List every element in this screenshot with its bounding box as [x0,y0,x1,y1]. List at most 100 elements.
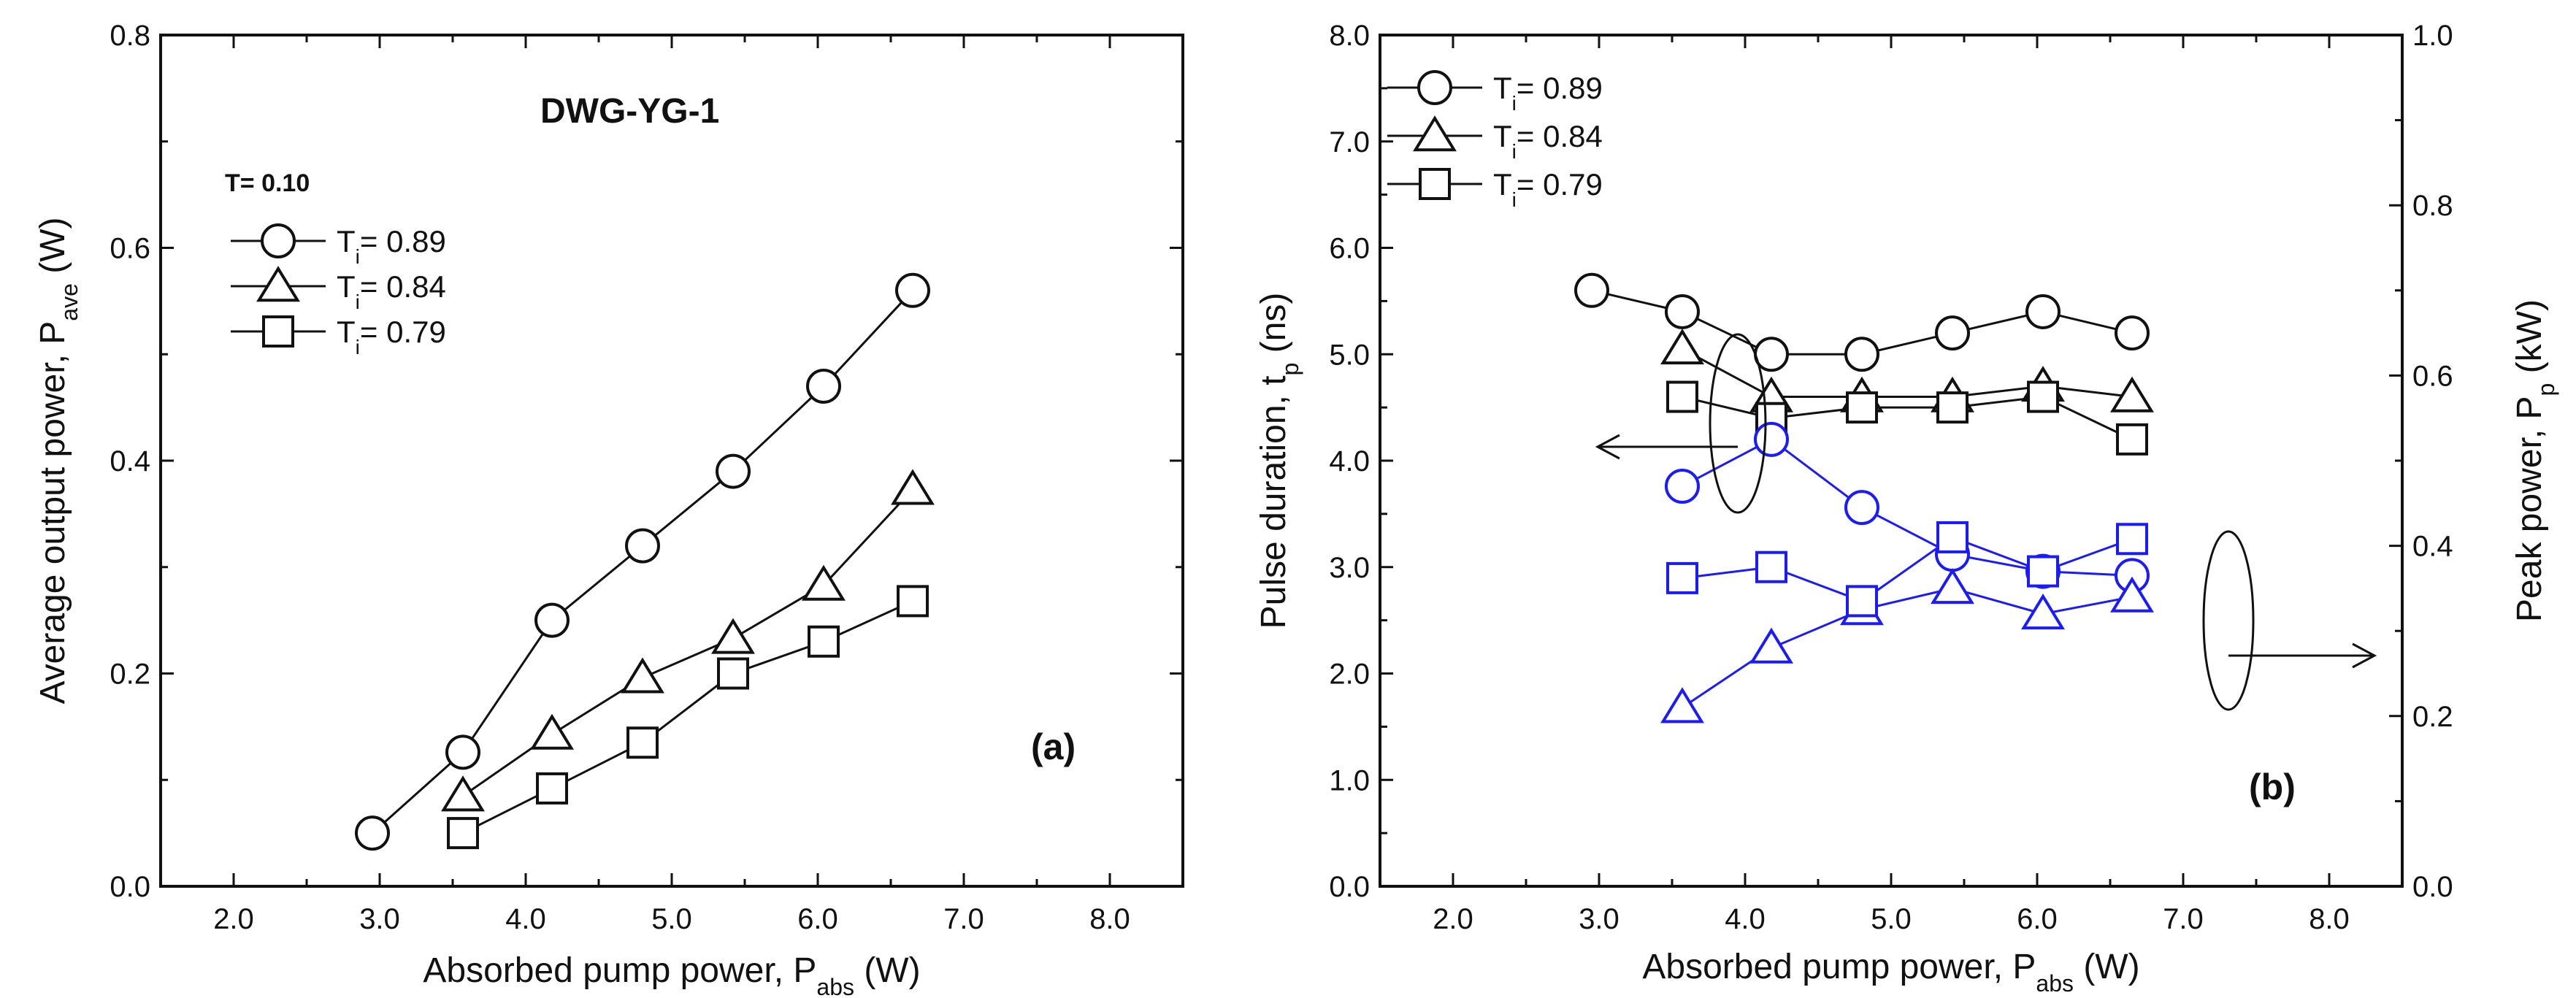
data-point-circle [1935,315,1970,351]
data-point-square [2027,380,2059,413]
panel-b-y2-axis-label: Peak power, Pp (kW) [2510,299,2559,622]
panel-b-y-ticks: 0.0 1.0 2.0 3.0 4.0 5.0 6.0 7.0 8.0 [1329,20,1393,903]
x-tick-label: 3.0 [359,903,400,935]
series-line-3 [1682,438,2133,577]
y-tick-label: 7.0 [1329,126,1370,158]
panel-b-series [1574,272,2154,723]
data-point-square [1666,380,1698,413]
right-axis-arrowhead [2352,642,2377,669]
data-point-circle [2025,293,2061,329]
x-tick-label: 2.0 [1433,903,1473,935]
y2-tick-label: 0.4 [2412,531,2453,563]
y-tick-label: 2.0 [1329,659,1370,691]
legend-label: Ti= 0.79 [1493,167,1603,211]
data-point-circle [1665,468,1700,504]
panel-a-x-axis-label: Absorbed pump power, Pabs (W) [423,951,920,998]
y-tick-label: 0.2 [110,659,150,691]
y2-tick-label: 0.0 [2412,871,2453,903]
data-point-square [897,585,929,618]
data-point-square [717,657,749,690]
data-point-triangle [441,775,485,812]
data-point-square [1936,391,1969,424]
data-point-triangle [891,469,935,505]
left-axis-indicator-ellipse [1709,333,1767,514]
series-line-1 [462,488,914,797]
x-tick-label: 7.0 [943,903,984,935]
data-point-circle [1754,421,1789,457]
data-point-circle [2115,315,2150,351]
series-line-2 [1682,396,2133,441]
data-point-circle [1844,490,1879,526]
x-tick-label: 4.0 [1725,903,1766,935]
data-point-triangle [711,618,755,654]
panel-b-x-ticks: 2.0 3.0 4.0 5.0 6.0 7.0 8.0 [1433,35,2404,935]
data-point-square [2116,523,2148,556]
y-tick-label: 0.0 [110,871,150,903]
data-point-circle [534,602,570,638]
data-point-circle [716,453,751,489]
y-tick-label: 0.0 [1329,871,1370,903]
panel-a-legend-title: T= 0.10 [225,169,310,197]
data-point-square [2027,555,2059,588]
data-point-circle [1574,272,1609,308]
x-tick-label: 2.0 [213,903,254,935]
data-point-triangle [802,564,846,601]
data-point-triangle [530,713,574,750]
data-point-square [1846,391,1878,424]
panel-b-y-axis-label: Pulse duration, tp (ns) [1254,293,1303,629]
data-point-circle [895,272,930,308]
y-tick-label: 0.6 [110,233,150,265]
x-tick-label: 5.0 [1871,903,1912,935]
right-axis-indicator-ellipse [2202,530,2255,711]
legend-marker-circle [1417,70,1452,105]
data-point-square [626,726,659,759]
y-tick-label: 0.4 [110,445,150,477]
data-point-triangle [1660,687,1704,723]
data-point-square [1846,585,1878,618]
x-tick-label: 4.0 [505,903,546,935]
panel-a-tag: (a) [1031,726,1076,767]
legend-marker-square [1419,168,1451,200]
data-point-triangle [1749,627,1793,664]
legend-label: Ti= 0.84 [1493,119,1603,163]
left-axis-arrowhead [1595,434,1620,460]
legend-marker-triangle [256,266,300,302]
series-line-4 [1682,587,2133,709]
y2-tick-label: 0.8 [2412,190,2453,222]
x-tick-label: 3.0 [1579,903,1619,935]
data-point-triangle [2110,376,2154,412]
y-tick-label: 6.0 [1329,233,1370,265]
panel-b-tag: (b) [2249,767,2296,807]
panel-a-series [355,272,935,851]
series-line-1 [1682,348,2133,399]
y-tick-label: 1.0 [1329,764,1370,797]
panel-a-y-axis-label: Average output power, Pave (W) [34,217,83,704]
series-line-5 [1682,536,2133,603]
data-point-triangle [2021,594,2065,630]
panel-b: 2.0 3.0 4.0 5.0 6.0 7.0 8.0 0.0 1.0 2.0 3.0 4.0 5.0… [1254,20,2559,997]
panel-b-x-axis-label: Absorbed pump power, Pabs (W) [1642,948,2139,997]
panel-a: 2.0 3.0 4.0 5.0 6.0 7.0 8.0 0.0 0.2 0.4 0.6 0.8 DW… [34,20,1184,998]
panel-a-frame [159,34,1184,888]
legend-label: Ti= 0.89 [337,224,446,268]
data-point-circle [445,734,480,770]
legend-label: Ti= 0.89 [1493,71,1603,115]
panel-b-frame [1379,34,2404,888]
y2-tick-label: 1.0 [2412,20,2453,52]
y-tick-label: 5.0 [1329,339,1370,371]
x-tick-label: 8.0 [2309,903,2350,935]
legend-marker-square [262,315,294,348]
x-tick-label: 5.0 [651,903,692,935]
x-tick-label: 6.0 [2017,903,2058,935]
panel-b-y2-ticks: 0.0 0.2 0.4 0.6 0.8 1.0 [2389,20,2453,903]
data-point-square [808,625,840,658]
data-point-circle [806,368,841,404]
legend-label: Ti= 0.79 [337,315,446,358]
data-point-square [536,772,568,805]
data-point-square [1666,561,1698,594]
legend-label: Ti= 0.84 [337,269,446,313]
data-point-triangle [1931,568,1974,604]
panel-a-annotation: DWG-YG-1 [540,92,719,131]
